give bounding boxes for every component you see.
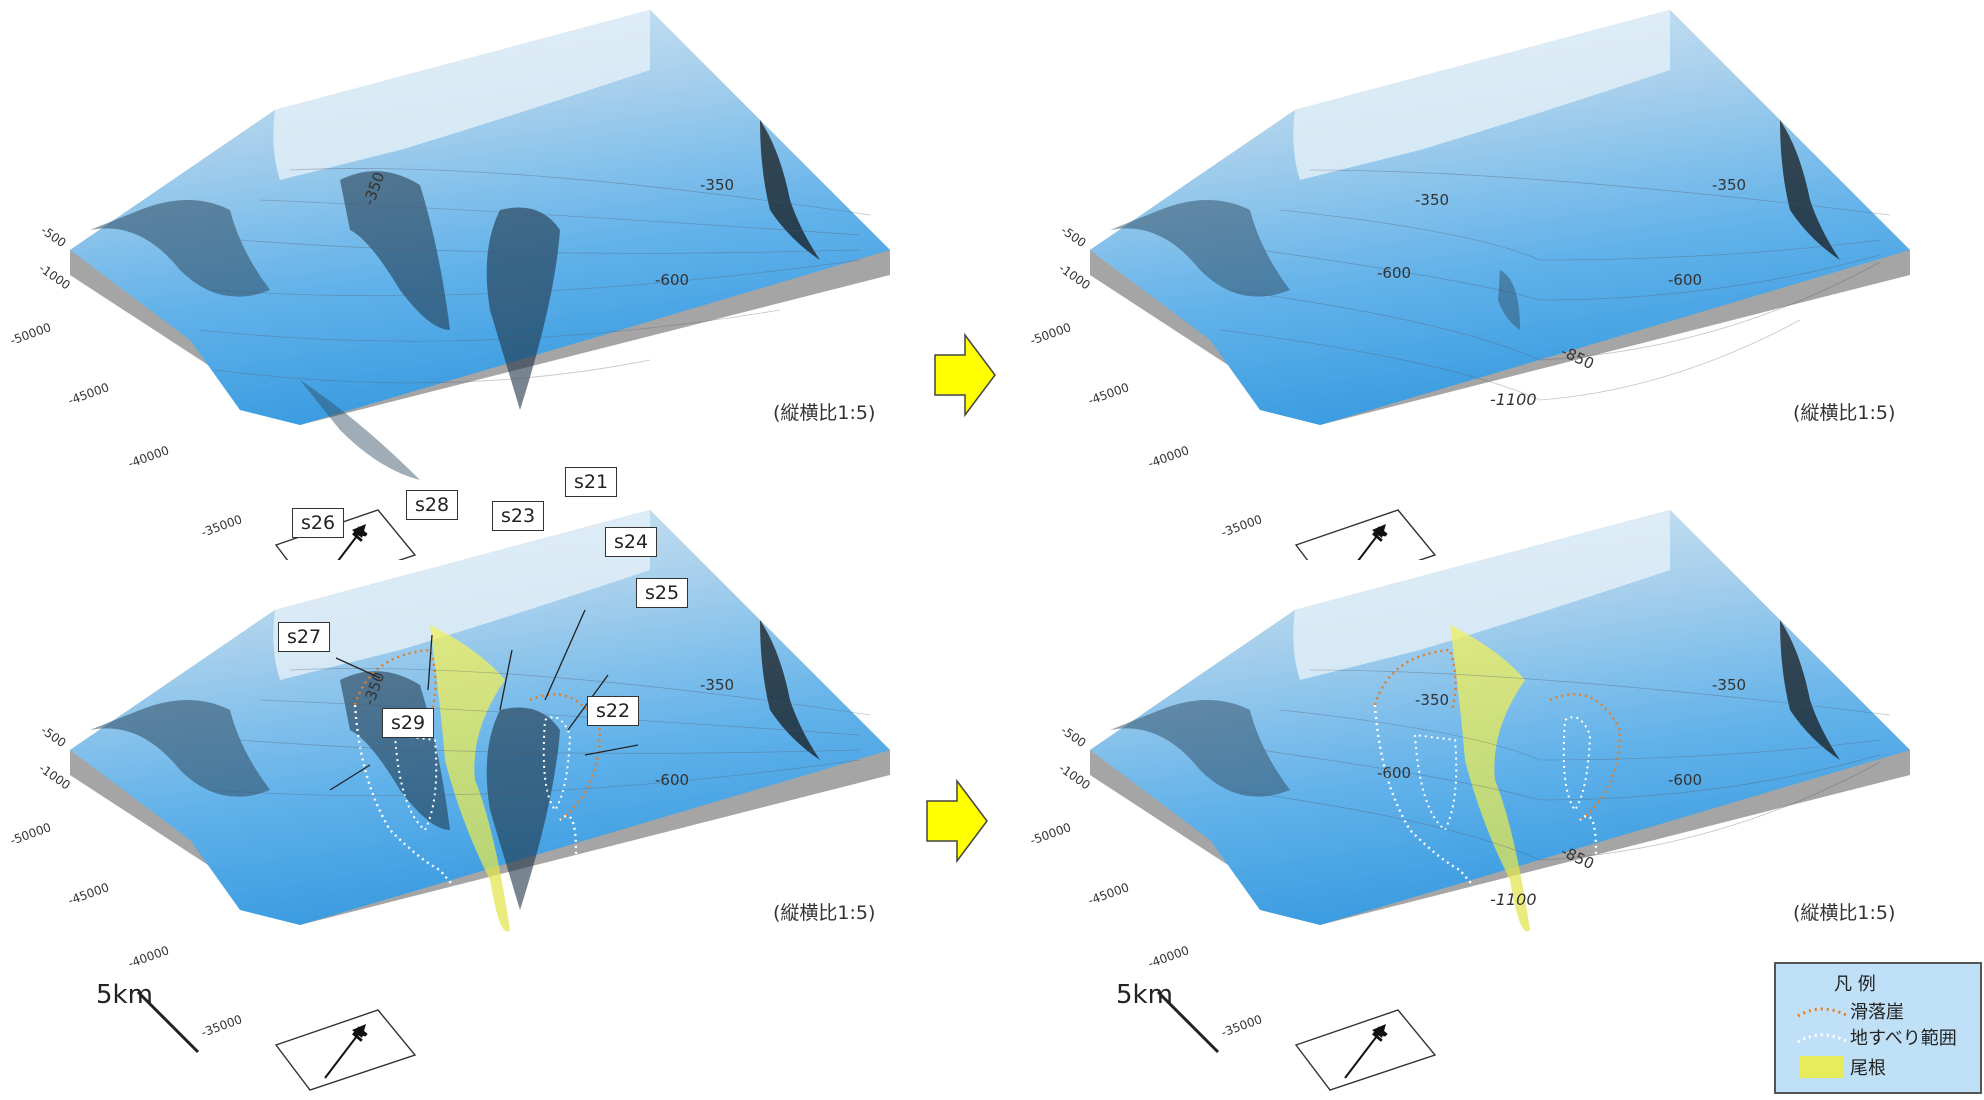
scale-bar: [1156, 990, 1220, 1054]
ratio-label: (縦横比1:5): [1793, 902, 1896, 924]
svg-text:-1100: -1100: [1490, 890, 1537, 909]
svg-text:-35000: -35000: [1219, 1012, 1264, 1040]
svg-text:-1000: -1000: [36, 261, 73, 292]
svg-text:-600: -600: [655, 271, 689, 289]
label-s25: s25: [636, 578, 689, 608]
panel-top-left: -350 -600 -350 -500 -1000 -50000 -45000 …: [0, 0, 960, 560]
svg-text:-35000: -35000: [199, 1012, 244, 1040]
svg-text:-1000: -1000: [1056, 761, 1093, 792]
ridge-area: [1450, 625, 1530, 932]
svg-text:-350: -350: [700, 676, 734, 694]
svg-text:-500: -500: [1058, 223, 1088, 250]
svg-text:-350: -350: [1415, 691, 1449, 709]
svg-text:-45000: -45000: [1086, 380, 1131, 408]
label-s29: s29: [382, 708, 435, 738]
svg-text:-600: -600: [1668, 271, 1702, 289]
terrain-block: -350 -350 -600 -600 -850 -1100 -500 -100…: [1028, 510, 1910, 1091]
terrain-block: -350 -600 -350 -500 -1000 -50000 -45000 …: [8, 510, 890, 1091]
svg-text:-45000: -45000: [1086, 880, 1131, 908]
svg-text:-350: -350: [700, 176, 734, 194]
svg-text:-1000: -1000: [36, 761, 73, 792]
svg-text:-350: -350: [1712, 676, 1746, 694]
arrow-right-icon: [926, 778, 988, 864]
panel-bottom-left: -350 -600 -350 -500 -1000 -50000 -45000 …: [0, 467, 960, 1091]
arrow-right-icon: [934, 332, 996, 418]
label-s24: s24: [605, 527, 658, 557]
legend-ridge: 尾根: [1850, 1058, 1886, 1079]
label-s21: s21: [565, 467, 618, 497]
landslide-line-icon: [1797, 1033, 1849, 1044]
terrain-block: -350 -600 -350 -500 -1000 -50000 -45000 …: [8, 10, 890, 560]
scale-label: 5km: [96, 980, 153, 1010]
ridge-swatch-icon: [1800, 1056, 1844, 1078]
scale-label: 5km: [1116, 980, 1173, 1010]
svg-text:-600: -600: [1377, 264, 1411, 282]
svg-text:-350: -350: [1415, 191, 1449, 209]
ratio-label: (縦横比1:5): [773, 902, 876, 924]
svg-text:-50000: -50000: [8, 320, 53, 348]
legend: 凡 例 滑落崖 地すべり範囲 尾根: [1774, 962, 1982, 1094]
svg-text:-50000: -50000: [1028, 820, 1073, 848]
svg-text:-45000: -45000: [66, 380, 111, 408]
panel-top-right: -350 -350 -600 -600 -850 -1100 -500 -100…: [1020, 0, 1980, 560]
north-arrow-icon: N: [1294, 1009, 1437, 1091]
label-s23: s23: [492, 501, 545, 531]
panel-bottom-right: -350 -350 -600 -600 -850 -1100 -500 -100…: [1020, 500, 1980, 1091]
svg-text:-600: -600: [655, 771, 689, 789]
label-s22: s22: [587, 696, 640, 726]
svg-text:-500: -500: [38, 723, 68, 750]
svg-text:-350: -350: [1712, 176, 1746, 194]
legend-scarp: 滑落崖: [1850, 1002, 1904, 1023]
label-s28: s28: [406, 490, 459, 520]
svg-text:-40000: -40000: [126, 443, 171, 471]
svg-text:-500: -500: [38, 223, 68, 250]
svg-text:-1000: -1000: [1056, 261, 1093, 292]
svg-text:-50000: -50000: [1028, 320, 1073, 348]
ridge-area: [430, 625, 510, 932]
svg-text:-600: -600: [1377, 764, 1411, 782]
ratio-label: (縦横比1:5): [773, 402, 876, 424]
label-s26: s26: [292, 508, 345, 538]
terrain-block: -350 -350 -600 -600 -850 -1100 -500 -100…: [1028, 10, 1910, 560]
north-arrow-icon: N: [274, 1009, 417, 1091]
label-s27: s27: [278, 622, 331, 652]
scale-bar: [136, 990, 200, 1054]
ratio-label: (縦横比1:5): [1793, 402, 1896, 424]
legend-landslide: 地すべり範囲: [1850, 1028, 1957, 1049]
svg-text:-500: -500: [1058, 723, 1088, 750]
legend-title: 凡 例: [1834, 974, 1876, 995]
svg-text:-40000: -40000: [1146, 943, 1191, 971]
svg-text:-50000: -50000: [8, 820, 53, 848]
svg-text:-40000: -40000: [126, 943, 171, 971]
svg-text:-45000: -45000: [66, 880, 111, 908]
svg-text:-40000: -40000: [1146, 443, 1191, 471]
north-arrow-icon: N: [1294, 509, 1437, 560]
north-arrow-icon: N: [274, 509, 417, 560]
svg-text:-600: -600: [1668, 771, 1702, 789]
svg-text:-1100: -1100: [1490, 390, 1537, 409]
scarp-line-icon: [1797, 1007, 1849, 1018]
